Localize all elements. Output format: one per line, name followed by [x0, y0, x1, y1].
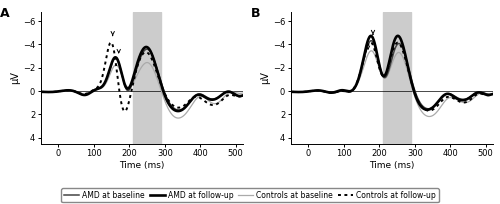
Y-axis label: μV: μV	[10, 71, 20, 84]
X-axis label: Time (ms): Time (ms)	[119, 161, 164, 170]
X-axis label: Time (ms): Time (ms)	[369, 161, 414, 170]
Y-axis label: μV: μV	[260, 71, 270, 84]
Bar	[383, 12, 412, 144]
Bar	[133, 12, 162, 144]
Text: B: B	[250, 7, 260, 20]
Text: A: A	[0, 7, 10, 20]
Legend: AMD at baseline, AMD at follow-up, Controls at baseline, Controls at follow-up: AMD at baseline, AMD at follow-up, Contr…	[62, 188, 438, 203]
